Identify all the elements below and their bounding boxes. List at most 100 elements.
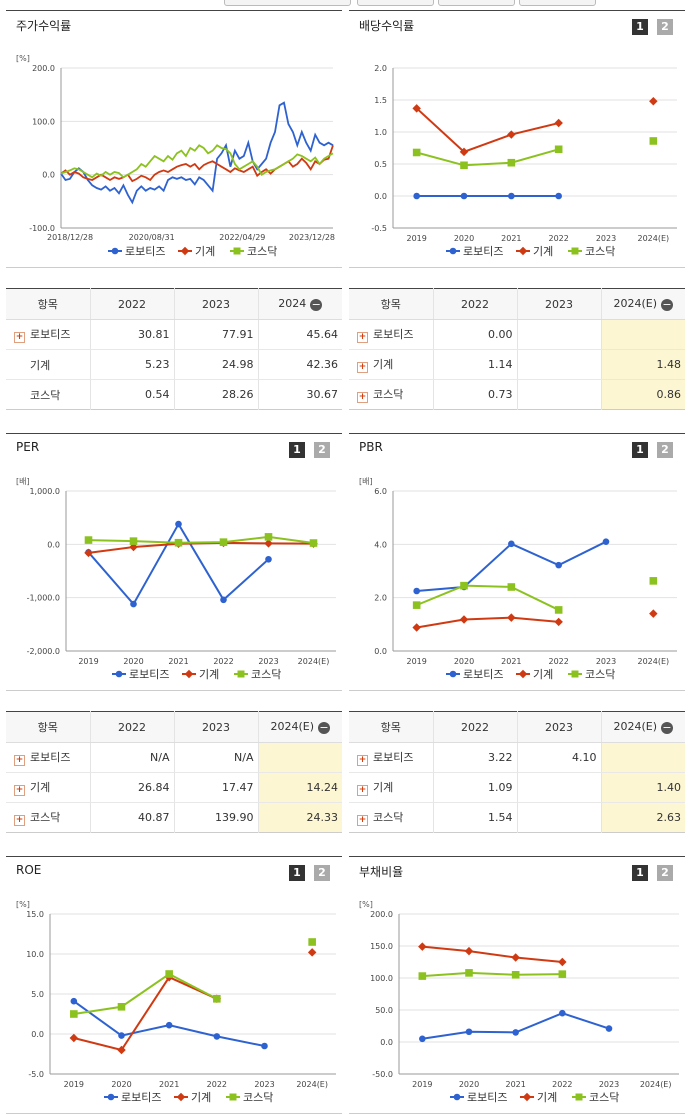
x-tick-label: 2020 [454,657,474,666]
data-point [419,1035,426,1043]
x-tick-label: 2022/04/29 [219,233,265,242]
series-line [60,144,334,179]
data-point [559,1009,566,1017]
expand-plus-icon[interactable]: + [357,755,368,766]
chart-option-2-button[interactable]: 2 [657,442,673,458]
legend-label: 코스닥 [251,668,281,681]
y-tick-label: 0.0 [31,1030,44,1039]
chart-option-2-button[interactable]: 2 [314,442,330,458]
chart-option-2-button[interactable]: 2 [314,865,330,881]
toolbar-button[interactable] [357,0,434,6]
chart-option-1-button[interactable]: 1 [289,865,305,881]
y-tick-label: 50.0 [375,1006,393,1015]
legend-label: 로보티즈 [467,1091,507,1104]
data-point [507,583,516,591]
table-cell: 28.26 [174,379,259,410]
x-tick-label: 2020 [111,1080,131,1089]
column-header-label: 2024(E) [270,720,315,733]
table-row: + 로보티즈 N/A N/A [6,742,342,773]
y-tick-label: 15.0 [26,910,44,919]
chart-option-2-button[interactable]: 2 [657,865,673,881]
chart-option-1-button[interactable]: 1 [289,442,305,458]
row-label: 로보티즈 [30,751,71,764]
y-tick-label: -0.5 [371,224,387,233]
data-point [70,997,78,1005]
table-row: + 기계 1.09 1.40 [349,772,685,803]
series-line [422,971,563,978]
x-tick-label: 2023 [599,1080,619,1089]
y-axis-unit: [%] [359,900,373,909]
column-header-label: 2023 [545,297,573,311]
column-header-label: 2023 [545,720,573,734]
x-tick-label: 2020 [123,657,143,666]
legend-marker [237,670,245,678]
data-point [459,147,469,157]
column-header: 2024− [258,288,342,320]
collapse-icon[interactable]: − [310,298,323,311]
x-tick-label: 2020/08/31 [129,233,175,242]
legend-marker [571,247,579,255]
collapse-icon[interactable]: − [318,721,331,734]
x-tick-label: 2019 [406,234,426,243]
toolbar-button[interactable] [519,0,596,6]
column-header-label: 2024 [278,297,307,310]
expand-plus-icon[interactable]: + [357,815,368,826]
y-tick-label: 0.0 [374,192,387,201]
y-axis-unit: [%] [16,54,30,63]
collapse-icon[interactable]: − [661,721,674,734]
chart-roe: [%]15.0 10.0 5.0 0.0 -5.0 2019 2020 2021 2022 202… [16,900,336,1104]
x-tick-label: 2019 [78,657,98,666]
panel-dividend-yield: 배당수익률 1 2 2.0 1.5 1.0 0.5 0.0 -0.5 2019 2020 202… [349,10,685,268]
x-tick-label: 2019 [64,1080,84,1089]
row-label-cell: 기계 [6,349,91,380]
chart-option-1-button[interactable]: 1 [632,442,648,458]
table-row: + 로보티즈 0.00 [349,319,685,350]
x-tick-label: 2022 [552,1080,572,1089]
expand-plus-icon[interactable]: + [357,332,368,343]
chart-option-1-button[interactable]: 1 [632,19,648,35]
expand-plus-icon[interactable]: + [357,362,368,373]
y-tick-label: 0.0 [380,1038,393,1047]
table-cell: 77.91 [174,319,259,350]
x-tick-label: 2022 [548,657,568,666]
table-cell: 1.09 [433,772,518,803]
table-row: + 기계 1.14 1.48 [349,349,685,380]
expand-plus-icon[interactable]: + [14,755,25,766]
legend-marker [575,1093,583,1101]
expand-plus-icon[interactable]: + [14,785,25,796]
expand-plus-icon[interactable]: + [14,332,25,343]
table-cell: 0.73 [433,379,518,410]
series-line [73,975,218,1052]
x-tick-label: 2022 [213,657,233,666]
collapse-icon[interactable]: − [661,298,674,311]
toolbar-button[interactable] [438,0,515,6]
table-cell: N/A [174,742,259,773]
series-line [422,945,563,963]
chart-option-1-button[interactable]: 1 [632,865,648,881]
table-row: + 기계 26.84 17.47 14.24 [6,772,342,803]
x-tick-label: 2020 [454,234,474,243]
table-cell: 1.40 [601,772,685,803]
data-point [460,581,468,590]
row-label-cell: + 기계 [349,772,434,803]
table-stock-return: 항목 2022 2023 2024− + 로보티즈 30.81 77.91 45.64 기계 5.2… [6,288,342,410]
expand-plus-icon[interactable]: + [357,392,368,403]
legend-label: 로보티즈 [125,245,165,258]
data-point [418,972,427,980]
y-tick-label: 4.0 [374,540,387,549]
data-point [213,1033,221,1040]
data-point [84,536,93,544]
legend-label: 코스닥 [589,1091,619,1104]
chart-option-2-button[interactable]: 2 [657,19,673,35]
panel-title: PBR [359,440,383,454]
table-cell: 0.54 [90,379,175,410]
series-line [416,616,559,629]
data-point [309,539,318,547]
y-tick-label: 2.0 [374,64,387,73]
data-point [70,1010,78,1018]
table-cell: 1.14 [433,349,518,380]
toolbar-button[interactable] [224,0,351,6]
legend-marker [449,247,457,255]
expand-plus-icon[interactable]: + [357,785,368,796]
expand-plus-icon[interactable]: + [14,815,25,826]
